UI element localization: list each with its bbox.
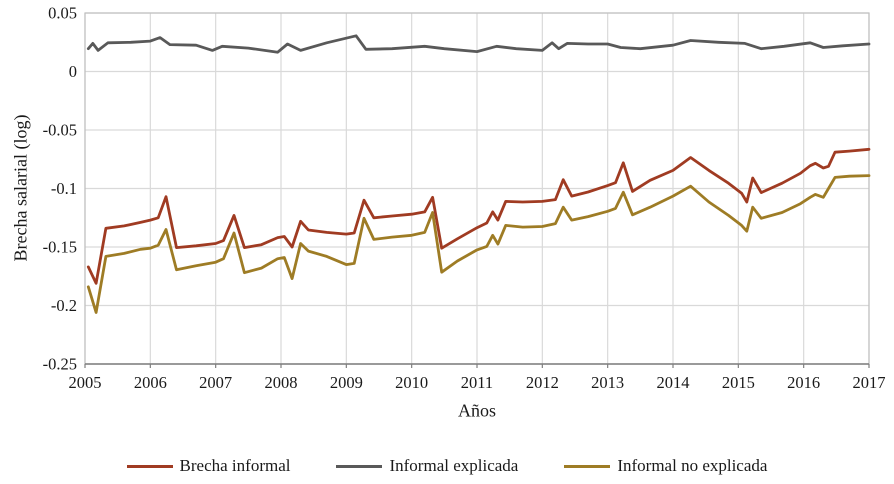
series-line-brecha-informal [86, 147, 871, 285]
legend-item-brecha-informal: Brecha informal [126, 456, 291, 476]
x-tick-label: 2012 [526, 373, 559, 392]
y-tick-label: -0.1 [51, 179, 77, 198]
x-tick-label: 2015 [722, 373, 755, 392]
legend-line-swatch-red [126, 464, 173, 468]
x-tick-label: 2006 [134, 373, 167, 392]
legend-item-informal-no-explicada: Informal no explicada [564, 456, 767, 476]
series-line-informal-explicada [86, 34, 871, 54]
x-tick-label: 2010 [395, 373, 428, 392]
x-tick-label: 2017 [853, 373, 886, 392]
chart-area: 0.05 0 -0.05 -0.1 -0.15 -0.2 -0.25 2005 2006 2007… [43, 4, 886, 393]
x-tick-label: 2005 [69, 373, 102, 392]
x-tick-label: 2008 [265, 373, 298, 392]
x-tick-label: 2013 [591, 373, 624, 392]
y-tick-label: 0.05 [48, 4, 77, 23]
y-tick-label: 0 [69, 62, 77, 81]
y-tick-label: -0.2 [51, 296, 77, 315]
x-tick-label: 2016 [787, 373, 820, 392]
legend-item-informal-explicada: Informal explicada [336, 456, 518, 476]
y-axis-title: Brecha salarial (log) [10, 114, 31, 262]
legend-label: Informal no explicada [617, 456, 768, 475]
x-tick-label: 2011 [461, 373, 493, 392]
x-tick-label: 2007 [199, 373, 232, 392]
x-tick-label: 2014 [657, 373, 690, 392]
legend-label: Brecha informal [179, 456, 291, 475]
legend-line-swatch-olive [564, 464, 611, 468]
legend-label: Informal explicada [389, 456, 519, 475]
x-tick-label: 2009 [330, 373, 363, 392]
legend-line-swatch-gray [336, 464, 383, 468]
series-line-informal-no-explicada [86, 174, 871, 314]
x-axis-title: Años [457, 400, 497, 421]
chart-legend: Brecha informal Informal explicada Infor… [0, 449, 894, 483]
y-tick-label: -0.05 [43, 121, 77, 140]
y-tick-label: -0.15 [43, 238, 77, 257]
y-tick-label: -0.25 [43, 355, 77, 374]
